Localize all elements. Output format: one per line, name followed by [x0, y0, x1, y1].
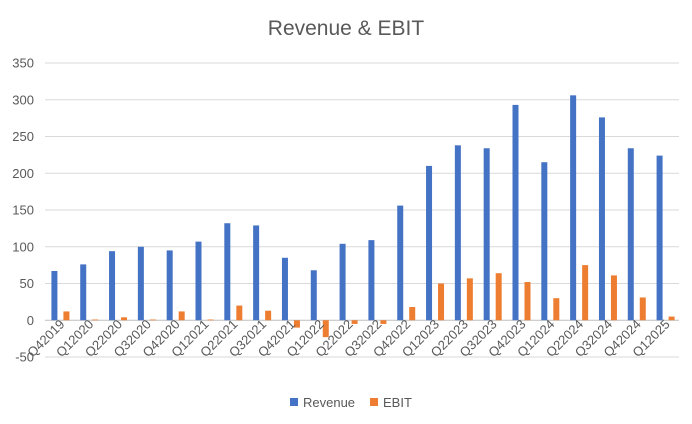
chart-title: Revenue & EBIT	[268, 17, 425, 40]
ebit-bar	[236, 305, 243, 321]
ebit-bar	[265, 310, 272, 321]
ebit-bar	[524, 282, 531, 321]
ebit-bar	[495, 273, 502, 321]
y-tick-label: 250	[12, 129, 34, 144]
revenue-bar	[570, 95, 577, 321]
revenue-bar	[656, 155, 663, 321]
ebit-bar	[438, 283, 445, 321]
bars	[51, 95, 675, 338]
ebit-bar	[582, 265, 589, 321]
revenue-bar	[426, 165, 433, 321]
y-tick-label: 150	[12, 203, 34, 218]
ebit-bar	[92, 319, 99, 321]
revenue-bar	[51, 271, 58, 321]
ebit-bar	[553, 298, 560, 321]
revenue-bar	[281, 257, 288, 321]
revenue-bar	[368, 240, 375, 321]
ebit-bar	[207, 319, 214, 321]
ebit-bar	[121, 317, 128, 321]
ebit-bar	[293, 320, 300, 328]
revenue-bar	[195, 241, 202, 321]
y-tick-label: 200	[12, 166, 34, 181]
revenue-bar	[454, 145, 461, 321]
revenue-bar	[224, 223, 231, 321]
revenue-bar	[627, 148, 634, 321]
ebit-bar	[351, 320, 358, 324]
revenue-bar	[80, 264, 87, 321]
revenue-bar	[109, 251, 116, 321]
revenue-bar	[541, 162, 548, 321]
ebit-bar	[610, 275, 617, 321]
ebit-bar	[409, 307, 416, 321]
ebit-bar	[149, 319, 156, 321]
y-tick-label: 0	[27, 313, 34, 328]
revenue-bar	[253, 225, 260, 321]
legend-swatch-revenue	[290, 398, 298, 406]
revenue-bar	[483, 148, 490, 321]
revenue-bar	[397, 205, 404, 321]
revenue-bar	[339, 243, 346, 321]
y-tick-label: 100	[12, 239, 34, 254]
legend: Revenue EBIT	[290, 395, 412, 410]
x-axis-ticks: Q42019Q12020Q22020Q32020Q42020Q12021Q220…	[24, 317, 673, 360]
revenue-bar	[598, 117, 605, 321]
ebit-bar	[380, 320, 387, 324]
ebit-bar	[322, 320, 329, 338]
revenue-bar	[166, 250, 173, 321]
legend-label-ebit: EBIT	[383, 395, 412, 410]
revenue-bar	[512, 104, 519, 321]
legend-swatch-ebit	[370, 398, 378, 406]
y-tick-label: 300	[12, 92, 34, 107]
y-tick-label: 50	[20, 276, 34, 291]
ebit-bar	[668, 316, 675, 321]
y-axis-ticks: -50 0 50 100 150 200 250 300 350	[12, 56, 34, 365]
ebit-bar	[639, 297, 646, 321]
ebit-bar	[63, 311, 70, 321]
y-tick-label: 350	[12, 56, 34, 71]
revenue-bar	[137, 246, 144, 321]
y-tick-label: -50	[15, 350, 34, 365]
ebit-bar	[178, 311, 185, 321]
revenue-bar	[310, 270, 317, 321]
legend-label-revenue: Revenue	[303, 395, 355, 410]
ebit-bar	[466, 278, 473, 321]
